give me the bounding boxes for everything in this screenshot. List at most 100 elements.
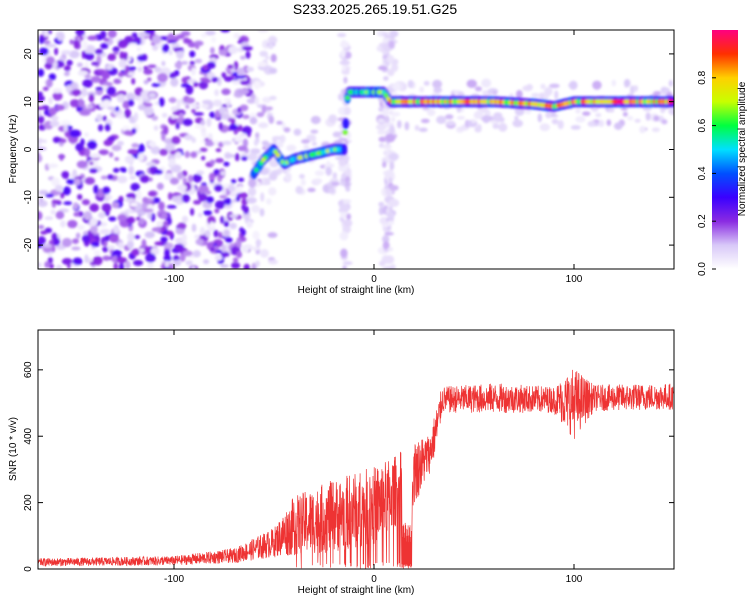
- heatmap-cell: [261, 140, 269, 146]
- heatmap-cell: [257, 61, 268, 67]
- heatmap-cell: [482, 115, 491, 124]
- heatmap-cell: [310, 129, 319, 134]
- colorbar: 0.0 0.2 0.4 0.6 0.8 Normalized spectral ampl…: [697, 30, 748, 276]
- heatmap-cell: [111, 144, 122, 152]
- heatmap-cell: [575, 108, 581, 114]
- heatmap-cell: [342, 261, 353, 265]
- heatmap-cell: [59, 138, 67, 143]
- heatmap-cell: [38, 68, 45, 77]
- heatmap-cell: [342, 265, 347, 269]
- heatmap-cell: [113, 224, 120, 235]
- heatmap-cell: [241, 204, 246, 211]
- heatmap-cell: [161, 43, 170, 53]
- heatmap-cell: [190, 103, 201, 108]
- heatmap-cell: [241, 244, 250, 253]
- heatmap-cell: [247, 153, 258, 161]
- heatmap-cell: [77, 98, 84, 108]
- heatmap-cell: [108, 151, 114, 158]
- heatmap-cell: [134, 95, 141, 101]
- heatmap-cells: [38, 30, 674, 269]
- heatmap-cell: [184, 150, 190, 158]
- heatmap-cell: [474, 86, 483, 92]
- heatmap-cell: [608, 107, 615, 113]
- heatmap-cell: [237, 185, 243, 193]
- heatmap-cell: [248, 178, 257, 188]
- heatmap-cell: [254, 167, 259, 173]
- heatmap-cell: [102, 81, 113, 87]
- heatmap-cell: [166, 204, 177, 209]
- heatmap-cell: [201, 132, 208, 138]
- heatmap-cell: [84, 177, 96, 185]
- heatmap-cell: [340, 49, 346, 58]
- heatmap-cell: [223, 161, 230, 167]
- heatmap-cell: [163, 254, 172, 262]
- snr-panel: -100 0 100 0 200 400 600 Height of straight li…: [8, 329, 675, 596]
- snr-axes: -100 0 100 0 200 400 600: [23, 330, 674, 585]
- heatmap-cell: [344, 51, 352, 59]
- heatmap-cell: [193, 199, 202, 205]
- heatmap-cell: [256, 164, 262, 169]
- snr-xtick-label: 100: [566, 574, 583, 585]
- heatmap-cell: [227, 64, 234, 70]
- heatmap-cell: [98, 212, 106, 219]
- heatmap-cell: [313, 178, 323, 184]
- heatmap-cell: [92, 255, 103, 266]
- heatmap-cell: [620, 107, 628, 111]
- heatmap-cell: [46, 56, 55, 65]
- heatmap-cell: [60, 220, 66, 228]
- heatmap-cell: [147, 64, 157, 69]
- heatmap-cell: [40, 230, 48, 235]
- heatmap-cell: [611, 79, 617, 87]
- heatmap-cell: [268, 172, 278, 181]
- heatmap-cell: [284, 172, 292, 182]
- heatmap-cell: [387, 247, 394, 252]
- heatmap-cell: [240, 55, 246, 60]
- heatmap-cell: [143, 102, 153, 107]
- heatmap-cell: [96, 114, 103, 122]
- heatmap-cell: [400, 81, 405, 91]
- heatmap-cell: [175, 122, 180, 130]
- heatmap-cell: [190, 266, 196, 269]
- heatmap-cell: [213, 184, 224, 192]
- heatmap-cell: [344, 163, 351, 168]
- heatmap-cell: [268, 187, 277, 196]
- heatmap-cell: [153, 169, 163, 175]
- heatmap-cell: [209, 111, 215, 119]
- heatmap-cell: [204, 229, 211, 238]
- heatmap-cell: [84, 254, 89, 264]
- heatmap-cell: [73, 211, 80, 217]
- heatmap-cell: [220, 215, 225, 224]
- heatmap-cell: [419, 86, 425, 93]
- heatmap-ylabel: Frequency (Hz): [8, 115, 19, 184]
- heatmap-cell: [377, 129, 386, 135]
- heatmap-cell: [38, 224, 45, 230]
- heatmap-cell: [250, 148, 261, 155]
- heatmap-cell: [161, 112, 168, 118]
- heatmap-cell: [160, 236, 168, 243]
- heatmap-cell: [194, 234, 200, 239]
- heatmap-cell: [44, 216, 54, 221]
- heatmap-cell: [102, 186, 111, 195]
- heatmap-cell: [228, 45, 238, 55]
- heatmap-cell: [300, 178, 306, 186]
- heatmap-cell: [177, 222, 187, 230]
- heatmap-cell: [377, 65, 388, 71]
- heatmap-cell: [195, 238, 204, 246]
- heatmap-cell: [653, 115, 660, 122]
- heatmap-cell: [98, 149, 109, 156]
- heatmap-cell: [267, 232, 278, 238]
- heatmap-cell: [131, 142, 140, 148]
- heatmap-cell: [260, 192, 265, 202]
- heatmap-cell: [214, 200, 226, 210]
- heatmap-cell: [209, 221, 215, 230]
- heatmap-cell: [139, 175, 150, 183]
- heatmap-cell: [180, 83, 191, 88]
- heatmap-cell: [71, 246, 81, 251]
- heatmap-cell: [471, 119, 476, 124]
- heatmap-cell: [75, 142, 84, 152]
- heatmap-cell: [269, 95, 277, 101]
- heatmap-cell: [146, 77, 152, 82]
- heatmap-cell: [218, 106, 226, 115]
